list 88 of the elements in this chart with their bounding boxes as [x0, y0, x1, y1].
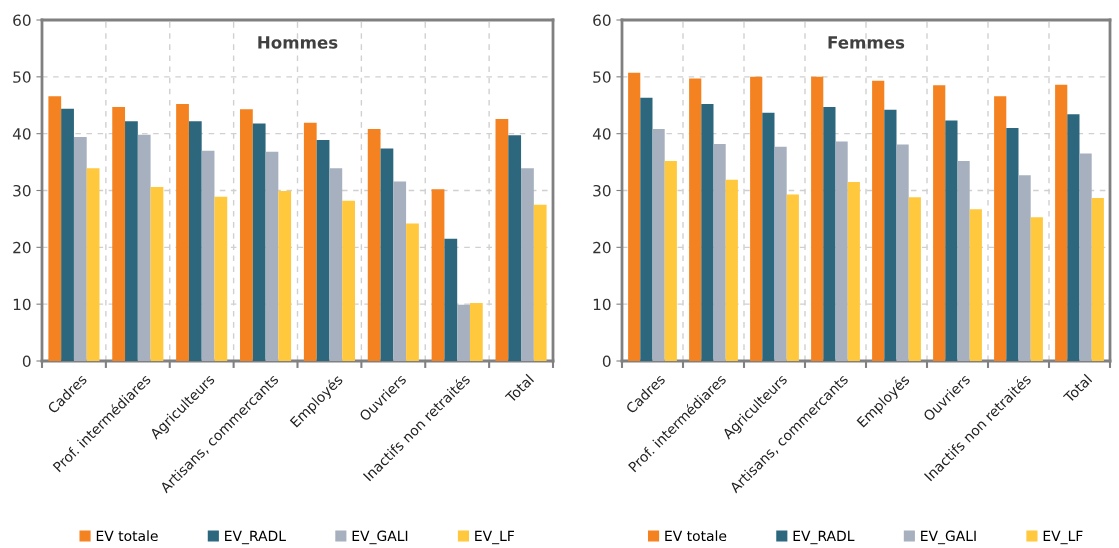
bar — [316, 139, 330, 361]
bar — [508, 135, 522, 361]
bar — [188, 121, 202, 361]
legend-label: EV_LF — [475, 530, 514, 545]
bar — [380, 148, 394, 361]
bar — [701, 104, 714, 361]
y-tick-label: 40 — [12, 128, 31, 140]
bar — [1079, 153, 1092, 361]
bar — [652, 129, 665, 361]
legend-label: EV_RADL — [225, 530, 286, 545]
bar — [367, 129, 381, 361]
legend-label: EV_LF — [1043, 530, 1083, 545]
legend-label: EV totale — [665, 530, 727, 542]
bar — [73, 137, 87, 361]
bar — [252, 123, 266, 361]
bar — [48, 96, 62, 361]
bar — [1030, 217, 1043, 361]
bar — [406, 223, 419, 361]
y-tick-label: 50 — [593, 71, 611, 83]
bar — [457, 304, 470, 361]
bar — [1055, 84, 1068, 361]
bar — [265, 151, 279, 361]
bar — [640, 97, 653, 361]
y-tick-label: 60 — [13, 14, 31, 27]
bar — [957, 160, 970, 361]
y-tick-label: 20 — [593, 241, 611, 254]
bar — [342, 200, 355, 361]
legend-label: EV_GALI — [921, 530, 976, 545]
bar — [896, 144, 909, 361]
bar — [823, 106, 836, 361]
bar — [689, 78, 702, 361]
bar — [750, 76, 763, 361]
y-tick-label: 10 — [13, 298, 31, 311]
y-tick-label: 30 — [593, 184, 611, 197]
bar — [495, 118, 509, 361]
bar — [125, 121, 138, 361]
bar — [61, 108, 74, 361]
y-tick-label: 0 — [22, 355, 31, 368]
bar — [533, 204, 547, 361]
bar — [847, 181, 860, 361]
y-tick-label: 30 — [13, 184, 31, 197]
bar — [150, 187, 164, 361]
bar — [945, 120, 958, 361]
y-tick-label: 60 — [593, 14, 611, 27]
bar — [112, 106, 126, 361]
bar — [786, 194, 799, 361]
bar — [137, 134, 151, 361]
bar — [278, 191, 292, 361]
bar — [713, 143, 726, 361]
bar — [1091, 197, 1104, 361]
bar — [1067, 114, 1080, 361]
bar — [628, 72, 641, 361]
bar — [664, 160, 677, 361]
bar — [1006, 127, 1019, 361]
bar — [884, 109, 897, 361]
bar — [811, 76, 824, 361]
bar — [214, 196, 228, 361]
bar — [969, 209, 982, 361]
y-tick-label: 10 — [593, 298, 611, 311]
bar — [444, 238, 458, 361]
bar — [86, 168, 100, 361]
bar — [431, 189, 445, 361]
bar — [762, 112, 775, 361]
legend-label: EV_RADL — [793, 530, 855, 545]
bar — [908, 197, 921, 361]
y-tick-label: 40 — [592, 128, 611, 140]
text: Femmes — [828, 36, 905, 49]
bar — [303, 122, 317, 361]
bar — [329, 168, 343, 361]
bar — [469, 303, 483, 361]
bar — [176, 104, 189, 361]
text: Hommes — [258, 36, 338, 49]
y-tick-label: 20 — [13, 241, 31, 254]
bar — [201, 150, 215, 361]
bar — [1018, 175, 1031, 361]
bar — [240, 109, 253, 361]
bar — [774, 146, 787, 361]
bar — [933, 85, 946, 361]
bar — [994, 96, 1007, 361]
y-tick-label: 50 — [13, 71, 31, 83]
y-tick-label: 0 — [602, 355, 611, 368]
legend-label: EV totale — [96, 530, 158, 542]
legend-label: EV_GALI — [352, 530, 408, 545]
bar — [725, 179, 738, 361]
bar — [835, 141, 848, 361]
bar — [872, 80, 885, 361]
bar — [393, 181, 407, 361]
bar — [521, 168, 534, 361]
